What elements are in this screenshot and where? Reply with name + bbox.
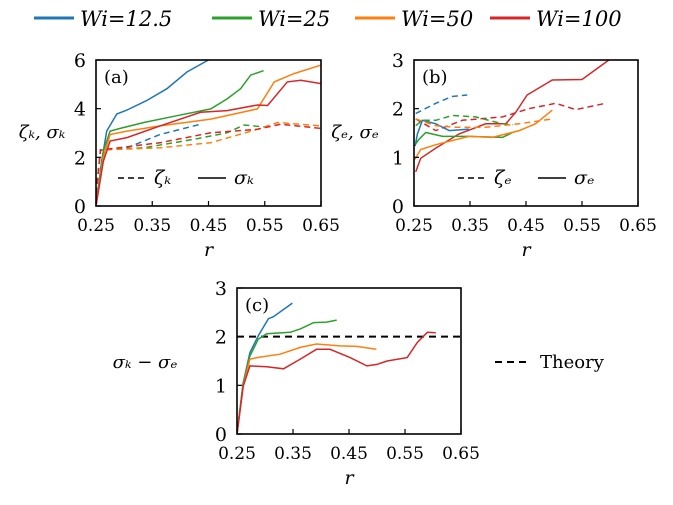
y-tick-label: 6 [74,50,86,72]
legend-entry: Wi=12.5 [34,7,172,31]
x-tick-label: 0.35 [451,216,489,236]
y-tick-label: 2 [74,147,86,169]
y-tick-label: 2 [392,99,404,121]
panel-label: (c) [245,295,269,316]
series-line [96,64,321,206]
y-tick-label: 0 [392,196,404,218]
panel-a: 0.25 0.35 0.45 0.55 0.65 0 2 4 6 r ζₖ, σₖ (a) ζₖ σₖ [19,50,340,261]
series-line [415,118,553,128]
x-tick-label: 0.25 [395,216,433,236]
y-axis-label: σₖ − σₑ [113,352,178,373]
x-tick-label: 0.25 [77,216,115,236]
style-label: σₖ [234,167,254,189]
series-line [96,69,264,206]
plot-frame [236,287,462,435]
legend-label: Wi=25 [258,7,330,31]
x-tick-label: 0.35 [133,216,171,236]
style-label: ζₑ [494,167,512,189]
y-tick-label: 3 [215,278,227,300]
x-tick-label: 0.65 [619,216,657,236]
legend-entry: Wi=100 [490,7,622,31]
style-legend: ζₖ σₖ [118,167,254,189]
theory-label: Theory [540,352,605,373]
x-tick-label: 0.65 [442,444,480,464]
series-line [96,123,321,194]
y-tick-label: 1 [392,147,404,169]
x-axis-label: r [204,239,215,261]
y-tick-label: 4 [74,99,86,121]
series-line [414,109,553,161]
x-tick-label: 0.55 [246,216,284,236]
legend-entry: Wi=50 [355,7,473,31]
y-tick-label: 0 [74,196,86,218]
legend-label: Wi=100 [536,7,622,31]
panel-label: (b) [422,67,448,88]
y-tick-label: 3 [392,50,404,72]
style-label: ζₖ [154,167,171,189]
x-tick-label: 0.35 [274,444,312,464]
legend-label: Wi=50 [401,7,473,31]
x-tick-label: 0.45 [330,444,368,464]
series-line [414,119,469,147]
y-axis-label: ζₑ, σₑ [331,122,378,143]
panel-label: (a) [104,67,129,88]
x-tick-label: 0.65 [302,216,340,236]
y-tick-label: 1 [215,375,227,397]
legend-label: Wi=12.5 [80,7,172,31]
series-line [237,319,337,434]
theory-legend: Theory [495,352,605,373]
series-line [415,102,606,132]
series-line [237,343,377,434]
plot-frame [413,59,639,207]
x-tick-label: 0.45 [190,216,228,236]
x-tick-label: 0.55 [563,216,601,236]
y-tick-label: 0 [215,424,227,446]
x-axis-label: r [521,239,532,261]
series-line [237,331,436,434]
series-line [414,131,513,146]
series-line [96,123,201,194]
panel-b: 0.25 0.35 0.45 0.55 0.65 0 1 2 3 r ζₑ, σₑ (b) ζₑ σₑ [331,50,657,261]
y-axis-label: ζₖ, σₖ [19,122,66,143]
style-legend: ζₑ σₑ [458,167,594,189]
series-line [415,114,513,127]
legend-entry: Wi=25 [212,7,330,31]
x-tick-label: 0.45 [507,216,545,236]
series-line [415,94,468,115]
x-tick-label: 0.25 [218,444,256,464]
series-line [96,79,321,206]
top-legend: Wi=12.5 Wi=25 Wi=50 Wi=100 [34,7,622,31]
panel-c: 0.25 0.35 0.45 0.55 0.65 0 1 2 3 r σₖ − σₑ (c) Theor… [113,278,605,489]
x-axis-label: r [344,467,355,489]
style-label: σₑ [574,167,594,189]
x-tick-label: 0.55 [386,444,424,464]
y-tick-label: 2 [215,327,227,349]
